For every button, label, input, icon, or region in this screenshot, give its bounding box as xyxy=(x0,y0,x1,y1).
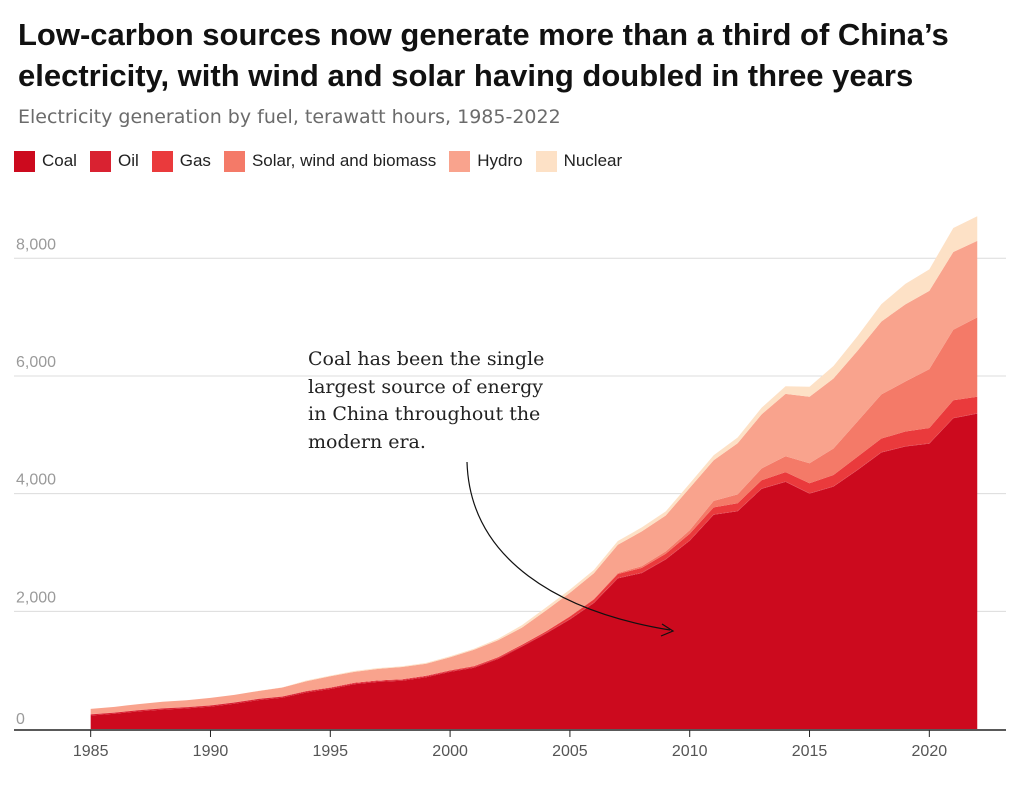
legend-label-coal: Coal xyxy=(42,151,77,170)
legend-label-gas: Gas xyxy=(179,151,211,170)
annotation-line: largest source of energy xyxy=(308,375,543,398)
area-hydro xyxy=(90,240,978,715)
annotation-arrow xyxy=(466,461,675,637)
annotation-text: Coal has been the single largest source … xyxy=(308,346,578,456)
legend-item-hydro: Hydro xyxy=(449,150,523,172)
area-series xyxy=(90,216,978,729)
area-coal xyxy=(90,413,978,729)
legend-label-nuclear: Nuclear xyxy=(563,151,623,170)
x-tick-label: 2010 xyxy=(672,743,708,760)
legend-swatch-oil xyxy=(89,150,111,172)
legend-swatch-hydro xyxy=(449,150,471,172)
legend-item-nuclear: Nuclear xyxy=(535,150,623,172)
chart-subtitle: Electricity generation by fuel, terawatt… xyxy=(18,106,561,128)
legend-swatch-gas xyxy=(151,150,173,172)
legend-swatch-solar-wind-biomass xyxy=(223,150,245,172)
legend-item-gas: Gas xyxy=(151,150,211,172)
y-tick-label: 2,000 xyxy=(16,589,56,606)
x-tick-label: 1990 xyxy=(193,743,229,760)
legend-item-coal: Coal xyxy=(14,150,77,172)
legend: Coal Oil Gas Solar, wind and biomass Hyd… xyxy=(14,149,635,173)
y-tick-label: 8,000 xyxy=(16,236,56,253)
annotation-line: Coal has been the single xyxy=(308,348,545,370)
legend-item-solar-wind-biomass: Solar, wind and biomass xyxy=(223,150,437,172)
x-tick-label: 2000 xyxy=(432,743,468,760)
annotation-arrow-line xyxy=(466,461,671,631)
legend-label-solar-wind-biomass: Solar, wind and biomass xyxy=(251,151,437,170)
legend-item-oil: Oil xyxy=(89,150,139,172)
annotation-arrow-head xyxy=(660,623,675,637)
chart-title: Low-carbon sources now generate more tha… xyxy=(18,17,949,93)
x-tick-label: 1995 xyxy=(312,743,348,760)
x-tick-label: 2020 xyxy=(912,743,948,760)
x-tick-label: 2005 xyxy=(552,743,588,760)
x-tick-label: 1985 xyxy=(73,743,109,760)
legend-label-hydro: Hydro xyxy=(477,151,523,170)
y-tick-label: 4,000 xyxy=(16,472,56,489)
annotation-line: modern era. xyxy=(308,430,426,453)
legend-label-oil: Oil xyxy=(117,151,139,170)
annotation-line: in China throughout the xyxy=(308,403,541,425)
axes: 1985 1990 1995 2000 2005 2010 2015 2020 xyxy=(14,729,1006,760)
y-tick-label: 0 xyxy=(16,711,25,728)
x-tick-label: 2015 xyxy=(792,743,828,760)
y-tick-label: 6,000 xyxy=(16,354,56,371)
legend-swatch-nuclear xyxy=(535,150,557,172)
legend-swatch-coal xyxy=(14,150,35,172)
